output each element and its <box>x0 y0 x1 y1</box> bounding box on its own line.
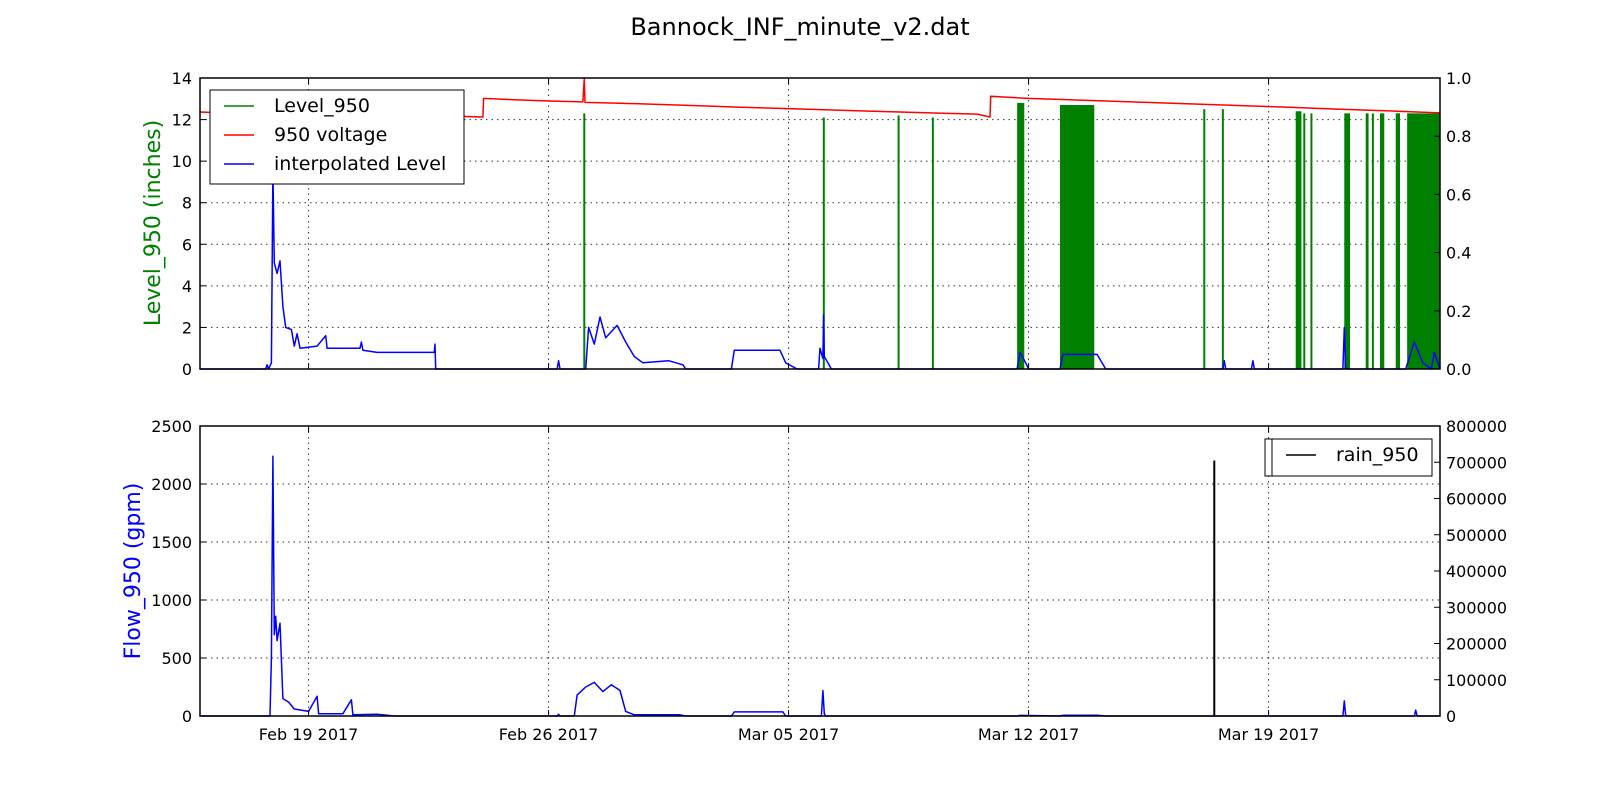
top-y-tick-label: 12 <box>172 111 192 130</box>
bottom-y-tick-label: 1000 <box>151 591 192 610</box>
top-y-tick-label: 10 <box>172 152 192 171</box>
bottom-plot-frame <box>199 425 1441 717</box>
top-grid <box>200 77 1440 370</box>
top-y2-tick-label: 0.6 <box>1446 185 1471 204</box>
bottom-y2-tick-label: 600000 <box>1446 490 1507 509</box>
x-tick-label: Mar 12 2017 <box>978 725 1079 744</box>
top-y-tick-label: 8 <box>182 194 192 213</box>
bottom-legend: rain_950 <box>1264 438 1433 477</box>
legend-label-level: Level_950 <box>274 95 370 117</box>
bottom-grid <box>200 425 1440 717</box>
top-y2-tick-label: 0.4 <box>1446 244 1471 263</box>
top-y2-tick-label: 0.0 <box>1446 360 1471 379</box>
series-interpolated-level <box>200 168 1441 370</box>
top-panel: 0 2 4 6 8 10 12 14 0.0 0.2 0.4 0.6 0.8 1.0 Level_950 … <box>141 69 1471 379</box>
bottom-y2-tick-label: 500000 <box>1446 526 1507 545</box>
band-level-950 <box>1395 113 1400 369</box>
band-level-950 <box>1017 102 1025 369</box>
x-tick-label: Feb 19 2017 <box>259 725 359 744</box>
bottom-y2-tick-label: 400000 <box>1446 562 1507 581</box>
band-level-950 <box>1407 113 1440 369</box>
band-level-950 <box>1060 105 1095 370</box>
figure-title: Bannock_INF_minute_v2.dat <box>630 13 969 41</box>
top-y2-tick-label: 1.0 <box>1446 69 1471 88</box>
x-tick-label: Feb 26 2017 <box>499 725 599 744</box>
legend-label-voltage: 950 voltage <box>274 124 387 146</box>
bottom-y2-tick-label: 200000 <box>1446 635 1507 654</box>
bottom-y2-tick-label: 100000 <box>1446 671 1507 690</box>
top-y2-tick-label: 0.8 <box>1446 127 1471 146</box>
band-level-950 <box>1380 113 1385 369</box>
bottom-panel: Feb 19 2017 Feb 26 2017 Mar 05 2017 Mar 12 … <box>121 417 1507 744</box>
bottom-y-tick-label: 1500 <box>151 533 192 552</box>
top-plot-frame <box>199 77 1441 370</box>
bottom-y-tick-label: 500 <box>161 649 192 668</box>
top-y-axis-label: Level_950 (inches) <box>141 120 166 326</box>
bottom-y-tick-label: 2000 <box>151 475 192 494</box>
bottom-series <box>200 455 1440 717</box>
bottom-y-tick-label: 2500 <box>151 417 192 436</box>
top-y-tick-label: 2 <box>182 318 192 337</box>
band-level-950 <box>1344 113 1350 369</box>
band-level-950 <box>1365 113 1369 369</box>
bottom-axis-ticks: Feb 19 2017 Feb 26 2017 Mar 05 2017 Mar 12 … <box>151 417 1507 744</box>
bottom-y-tick-label: 0 <box>182 707 192 726</box>
bottom-y2-tick-label: 800000 <box>1446 417 1507 436</box>
x-tick-label: Mar 19 2017 <box>1218 725 1319 744</box>
top-y-tick-label: 6 <box>182 235 192 254</box>
bottom-y2-tick-label: 300000 <box>1446 598 1507 617</box>
top-legend: Level_950 950 voltage interpolated Level <box>209 89 465 185</box>
band-level-950 <box>1295 111 1302 369</box>
x-tick-label: Mar 05 2017 <box>738 725 839 744</box>
bottom-y2-tick-label: 0 <box>1446 707 1456 726</box>
top-y2-tick-label: 0.2 <box>1446 302 1471 321</box>
series-flow-950 <box>200 455 1440 717</box>
top-y-tick-label: 4 <box>182 277 192 296</box>
bottom-legend-box <box>1271 438 1433 477</box>
bottom-y-axis-label: Flow_950 (gpm) <box>121 483 146 660</box>
top-series <box>199 77 1441 370</box>
bottom-y2-tick-label: 700000 <box>1446 453 1507 472</box>
top-y-tick-label: 14 <box>172 69 192 88</box>
top-y-tick-label: 0 <box>182 360 192 379</box>
legend-label-rain: rain_950 <box>1336 444 1419 466</box>
legend-label-interp: interpolated Level <box>274 153 446 175</box>
top-axis-ticks: 0 2 4 6 8 10 12 14 0.0 0.2 0.4 0.6 0.8 1.0 <box>172 69 1472 379</box>
